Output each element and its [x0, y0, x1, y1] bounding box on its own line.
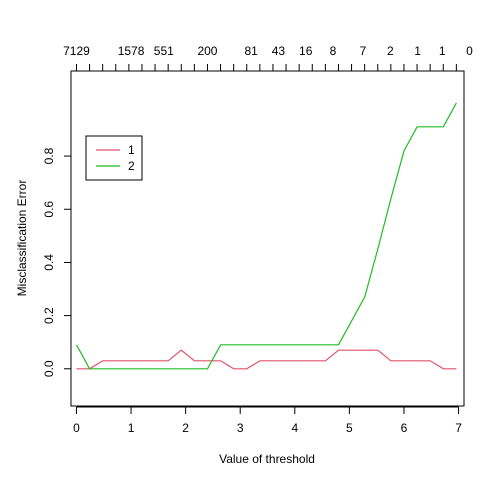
legend-label-2: 2: [128, 159, 135, 173]
x-tick-label: 3: [237, 421, 244, 435]
top-tick-label: 7129: [63, 44, 90, 58]
top-tick-label: 1578: [118, 44, 145, 58]
x-tick-label: 1: [128, 421, 135, 435]
top-axis: 7129 1578 551 200 81 43 16 8 7 2 1 1 0: [63, 44, 473, 72]
legend-box: [85, 135, 143, 181]
x-tick-label: 2: [182, 421, 189, 435]
top-tick-label: 1: [439, 44, 446, 58]
y-axis: 0.0 0.2 0.4 0.6 0.8: [42, 147, 72, 377]
top-tick-label: 0: [466, 44, 473, 58]
y-tick-label: 0.8: [42, 147, 56, 164]
y-tick-label: 0.2: [42, 307, 56, 324]
top-tick-label: 1: [414, 44, 421, 58]
top-tick-label: 43: [272, 44, 286, 58]
legend-label-1: 1: [128, 143, 135, 157]
y-tick-label: 0.0: [42, 360, 56, 377]
top-tick-label: 81: [244, 44, 258, 58]
x-axis-title: Value of threshold: [219, 452, 315, 466]
top-tick-label: 2: [387, 44, 394, 58]
top-tick-label: 7: [360, 44, 367, 58]
top-tick-label: 200: [197, 44, 217, 58]
x-tick-label: 7: [455, 421, 462, 435]
series-line-2: [75, 102, 457, 370]
legend: 12: [85, 135, 143, 181]
series-line-1: [76, 349, 457, 370]
x-tick-label: 4: [291, 421, 298, 435]
top-tick-label: 16: [299, 44, 313, 58]
x-tick-label: 5: [346, 421, 353, 435]
x-tick-label: 0: [73, 421, 80, 435]
y-axis-title: Misclassification Error: [15, 180, 29, 297]
y-tick-label: 0.6: [42, 201, 56, 218]
y-tick-label: 0.4: [42, 254, 56, 271]
x-axis: 0 1 2 3 4 5 6 7: [73, 406, 462, 435]
top-tick-label: 8: [330, 44, 337, 58]
series-layer: [75, 102, 457, 370]
x-tick-label: 6: [401, 421, 408, 435]
top-tick-label: 551: [154, 44, 174, 58]
